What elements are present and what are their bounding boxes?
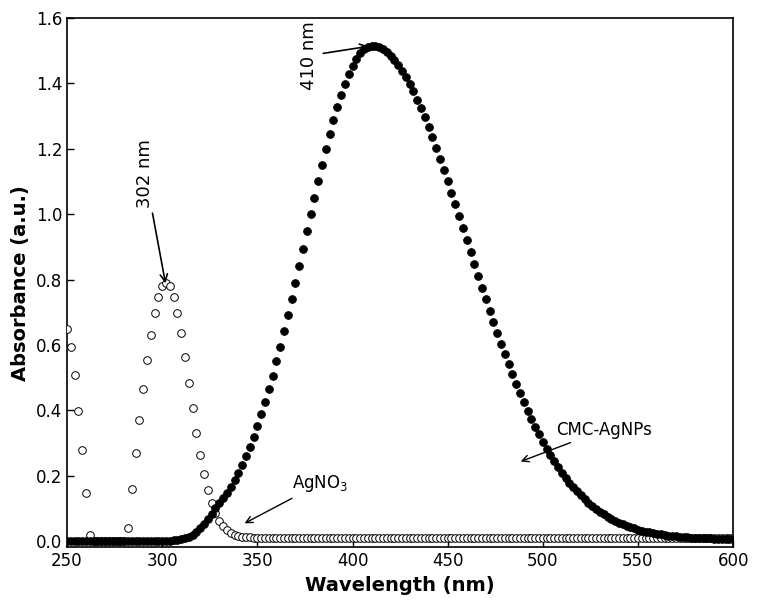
Text: 410 nm: 410 nm	[299, 21, 367, 90]
X-axis label: Wavelength (nm): Wavelength (nm)	[306, 576, 495, 595]
Y-axis label: Absorbance (a.u.): Absorbance (a.u.)	[11, 185, 30, 381]
Text: AgNO$_3$: AgNO$_3$	[246, 473, 348, 522]
Text: 302 nm: 302 nm	[136, 139, 167, 282]
Text: CMC-AgNPs: CMC-AgNPs	[522, 421, 652, 462]
